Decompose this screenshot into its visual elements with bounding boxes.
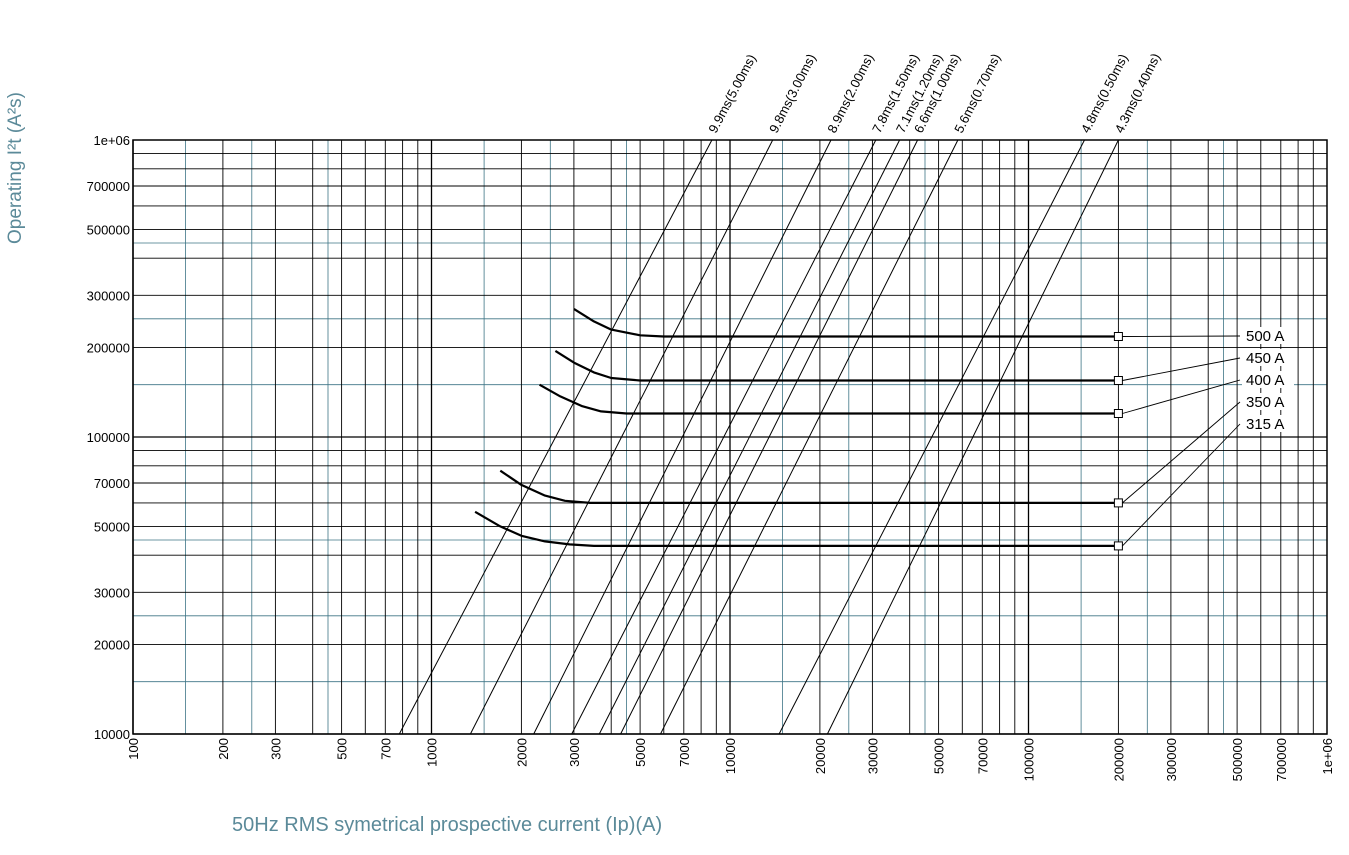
y-tick-label: 50000 xyxy=(94,519,130,534)
y-tick-label: 70000 xyxy=(94,476,130,491)
time-line xyxy=(598,139,901,735)
x-tick-label: 30000 xyxy=(865,738,880,774)
tick-labels: 10000 20000 30000 50000 70000 100000 200000 300… xyxy=(87,133,1335,781)
x-tick-label: 100 xyxy=(126,738,141,760)
time-line-label: 8.9ms(2.00ms) xyxy=(824,51,876,135)
legend-leader-line xyxy=(1122,379,1241,414)
x-tick-label: 500 xyxy=(335,738,350,760)
time-line-label: 9.8ms(3.00ms) xyxy=(766,51,819,135)
time-line xyxy=(469,139,774,735)
x-tick-label: 7000 xyxy=(677,738,692,767)
fuse-curve xyxy=(499,469,1119,504)
y-tick-label: 300000 xyxy=(87,288,130,303)
legend-leader-line xyxy=(1122,401,1241,504)
fuse-curve xyxy=(474,510,1119,548)
x-tick-label: 10000 xyxy=(723,738,738,774)
y-tick-label: 500000 xyxy=(87,222,130,237)
legend-label-bg xyxy=(1242,371,1294,388)
x-tick-label: 200000 xyxy=(1111,738,1126,781)
fuse-curve xyxy=(554,349,1119,382)
time-line xyxy=(826,139,1119,735)
x-tick-label: 70000 xyxy=(975,738,990,774)
x-tick-label: 200 xyxy=(216,738,231,760)
time-line xyxy=(778,139,1085,735)
time-line xyxy=(398,139,713,735)
x-tick-label: 700000 xyxy=(1274,738,1289,781)
legend-label: 315 A xyxy=(1246,416,1284,433)
legend-leader-line xyxy=(1122,335,1241,337)
curve-end-marker xyxy=(1113,332,1123,341)
y-tick-label: 1e+06 xyxy=(93,133,130,148)
fuse-curve xyxy=(573,307,1119,338)
x-tick-label: 300 xyxy=(268,738,283,760)
time-line xyxy=(533,139,832,735)
legend-label-bg xyxy=(1242,327,1294,344)
y-tick-label: 30000 xyxy=(94,585,130,600)
x-tick-label: 1e+06 xyxy=(1320,738,1335,775)
curve-end-marker xyxy=(1113,376,1123,385)
legend-leader-line xyxy=(1122,357,1241,381)
x-tick-label: 500000 xyxy=(1230,738,1245,781)
x-axis-title: 50Hz RMS symetrical prospective current … xyxy=(232,814,663,836)
legend-label: 400 A xyxy=(1246,372,1284,389)
legend-label: 350 A xyxy=(1246,394,1284,411)
legend: 500 A 450 A 400 A 350 A 315 A xyxy=(1122,327,1294,547)
legend-label: 500 A xyxy=(1246,328,1284,345)
fuse-curve xyxy=(538,383,1119,415)
y-tick-label: 200000 xyxy=(87,341,130,356)
x-tick-label: 100000 xyxy=(1022,738,1037,781)
x-tick-label: 700 xyxy=(378,738,393,760)
x-tick-label: 20000 xyxy=(813,738,828,774)
time-line xyxy=(620,139,919,735)
x-tick-label: 2000 xyxy=(514,738,529,767)
x-tick-label: 50000 xyxy=(932,738,947,774)
time-line xyxy=(660,139,959,735)
x-tick-label: 5000 xyxy=(633,738,648,767)
plot-frame xyxy=(132,139,1328,735)
y-tick-label: 100000 xyxy=(87,430,130,445)
legend-label: 450 A xyxy=(1246,350,1284,367)
curve-end-marker xyxy=(1113,409,1123,418)
y-tick-label: 700000 xyxy=(87,179,130,194)
legend-label-bg xyxy=(1242,349,1294,366)
x-tick-label: 300000 xyxy=(1164,738,1179,781)
y-tick-label: 20000 xyxy=(94,638,130,653)
curve-end-marker xyxy=(1113,541,1123,551)
x-tick-label: 1000 xyxy=(425,738,440,767)
legend-label-bg xyxy=(1242,415,1294,432)
fuse-curves xyxy=(474,307,1123,551)
major-gridlines xyxy=(132,139,1328,735)
legend-label-bg xyxy=(1242,393,1294,410)
x-tick-label: 3000 xyxy=(567,738,582,767)
legend-leader-line xyxy=(1122,423,1241,547)
time-line-label: 9.9ms(5.00ms) xyxy=(705,52,759,136)
y-tick-label: 10000 xyxy=(94,727,130,742)
time-line xyxy=(571,139,877,735)
curve-end-marker xyxy=(1113,498,1123,508)
